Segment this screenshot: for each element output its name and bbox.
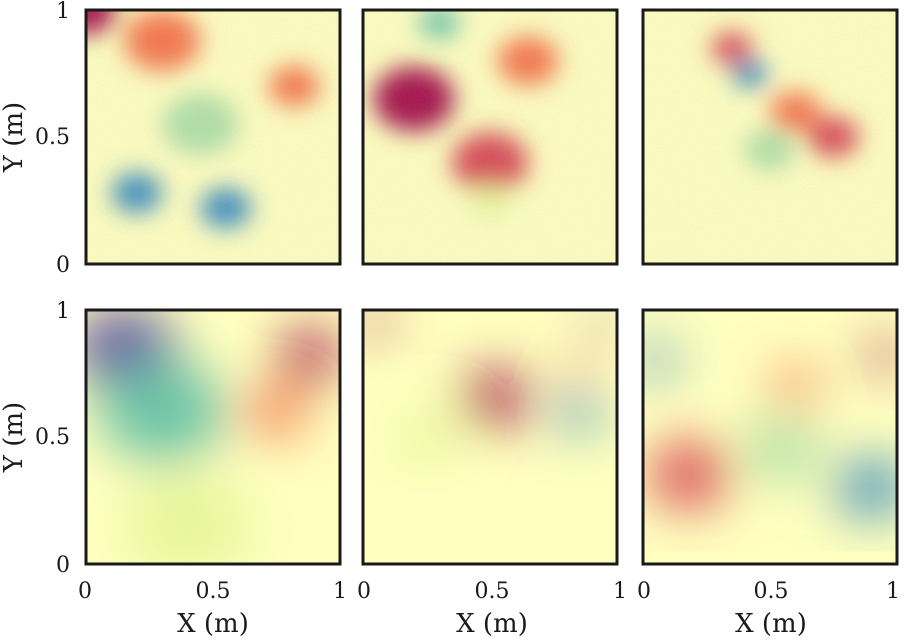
field-feature-4: [124, 475, 252, 564]
x-ticks-col-0: 0 0.5 1: [78, 579, 347, 604]
heatmap-panel-r0-c1: [361, 8, 619, 266]
y-ticks-row-0: 1 0.5 0: [35, 0, 70, 278]
field-feature-2: [279, 331, 340, 381]
field-feature-3: [246, 387, 307, 436]
x-tick-1-col-0: 1: [333, 579, 347, 604]
panel-frame: [84, 8, 342, 266]
x-tick-0-col-0: 0: [78, 579, 92, 604]
y-axis-label-row-0: Y (m): [0, 102, 29, 173]
field-feature-1: [462, 372, 529, 426]
x-axis-label-col-0: X (m): [177, 609, 249, 639]
y-tick-0-row-0: 0: [56, 253, 70, 278]
y-tick-0-row-1: 0: [56, 553, 70, 578]
x-ticks-col-2: 0 0.5 1: [637, 579, 900, 604]
x-tick-1-col-2: 1: [886, 579, 900, 604]
x-tick-0.5-col-2: 0.5: [754, 579, 789, 604]
field-feature-1: [98, 360, 226, 463]
field-feature-3: [772, 367, 819, 405]
x-ticks-col-1: 0 0.5 1: [357, 579, 627, 604]
y-tick-1-row-1: 1: [56, 299, 70, 324]
noise-overlay: [86, 10, 340, 264]
panel-frame: [361, 8, 619, 266]
heatmap-panel-r1-c2: [641, 308, 899, 566]
y-axis-label-row-1: Y (m): [0, 402, 29, 473]
x-axis-label-col-1: X (m): [456, 609, 528, 639]
heatmap-panel-r0-c0: [84, 8, 342, 266]
field-feature-0: [363, 310, 391, 335]
heatmap-panel-r1-c0: [84, 308, 342, 566]
field-feature-2: [866, 341, 897, 370]
field-feature-5: [396, 412, 457, 462]
noise-overlay: [363, 10, 617, 264]
field-feature-5: [744, 419, 821, 481]
field-feature-1: [643, 344, 677, 378]
x-tick-0-col-2: 0: [637, 579, 651, 604]
y-tick-1-row-0: 1: [56, 0, 70, 24]
x-axis-label-col-2: X (m): [735, 609, 807, 639]
field-feature-3: [591, 312, 617, 333]
heatmap-panel-r0-c2: [641, 8, 899, 266]
y-tick-0.5-row-1: 0.5: [35, 425, 70, 450]
x-tick-1-col-1: 1: [613, 579, 627, 604]
field-feature-2: [556, 393, 602, 430]
x-tick-0-col-1: 0: [357, 579, 371, 604]
panel-frame: [641, 8, 899, 266]
field-feature-0: [648, 442, 730, 508]
x-tick-0.5-col-0: 0.5: [196, 579, 231, 604]
field-feature-4: [836, 459, 897, 517]
y-ticks-row-1: 1 0.5 0: [35, 299, 70, 578]
heatmap-panel-r1-c1: [361, 308, 619, 566]
panel-frame: [361, 308, 619, 566]
field-feature-4: [566, 350, 592, 371]
noise-overlay: [643, 10, 897, 264]
panel-frame: [84, 308, 342, 566]
panel-frame: [641, 308, 899, 566]
x-tick-0.5-col-1: 0.5: [475, 579, 510, 604]
y-tick-0.5-row-0: 0.5: [35, 125, 70, 150]
